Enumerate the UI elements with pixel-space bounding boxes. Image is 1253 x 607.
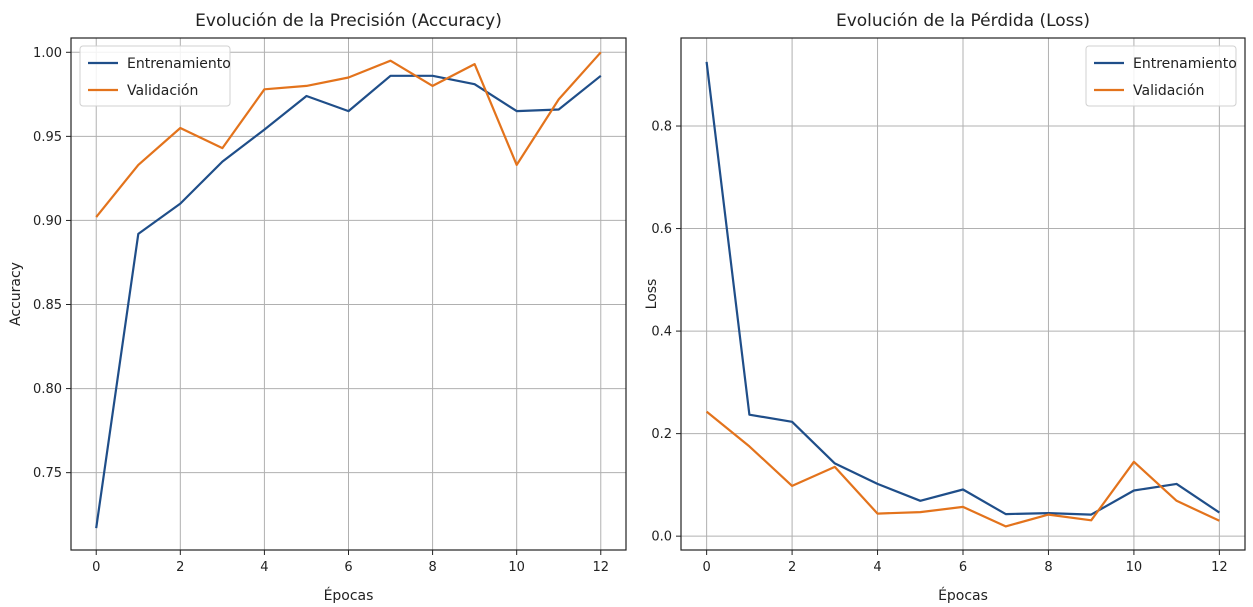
x-tick-label: 10	[508, 560, 525, 575]
y-axis-label: Accuracy	[8, 262, 24, 326]
series-line-validacion	[705, 410, 1220, 528]
x-tick-label: 2	[788, 560, 796, 575]
x-tick-label: 0	[92, 560, 100, 575]
x-tick-label: 10	[1126, 560, 1143, 575]
y-tick-label: 0.95	[33, 130, 62, 145]
x-tick-label: 6	[959, 560, 967, 575]
y-tick-label: 0.0	[651, 530, 672, 545]
y-tick-label: 0.90	[33, 214, 62, 229]
legend-label: Entrenamiento	[1133, 56, 1237, 72]
x-tick-label: 4	[873, 560, 881, 575]
chart-title: Evolución de la Precisión (Accuracy)	[195, 11, 502, 31]
legend: Entrenamiento Validación	[1085, 45, 1237, 107]
y-tick-label: 0.85	[33, 298, 62, 313]
y-tick-label: 0.6	[651, 222, 672, 237]
chart-title: Evolución de la Pérdida (Loss)	[836, 11, 1090, 31]
legend-label: Validación	[1133, 83, 1204, 99]
y-tick-label: 0.80	[33, 382, 62, 397]
y-tick-label: 0.8	[651, 120, 672, 135]
x-tick-label: 12	[1211, 560, 1228, 575]
legend-label: Validación	[127, 83, 198, 99]
x-tick-label: 6	[344, 560, 352, 575]
accuracy-chart: 0 2 4 6 8 10 12 0.75 0.80 0.85 0.90 0.95 1.00 Evoluci…	[8, 11, 627, 604]
series-line-validacion	[95, 51, 602, 218]
series-line-entrenamiento	[95, 74, 602, 529]
x-axis-label: Épocas	[324, 587, 374, 604]
x-tick-label: 12	[592, 560, 609, 575]
x-tick-label: 8	[428, 560, 436, 575]
y-tick-label: 0.2	[651, 427, 672, 442]
y-tick-label: 0.75	[33, 466, 62, 481]
y-tick-label: 1.00	[33, 46, 62, 61]
legend: Entrenamiento Validación	[79, 45, 231, 107]
x-tick-label: 0	[702, 560, 710, 575]
x-tick-label: 4	[260, 560, 268, 575]
series-line-entrenamiento	[705, 61, 1221, 516]
x-tick-label: 2	[176, 560, 184, 575]
legend-label: Entrenamiento	[127, 56, 231, 72]
y-axis-label: Loss	[644, 279, 660, 310]
x-tick-label: 8	[1044, 560, 1052, 575]
loss-chart: 0 2 4 6 8 10 12 0.0 0.2 0.4 0.6 0.8 Evolución de la …	[644, 11, 1246, 604]
x-axis-label: Épocas	[938, 587, 988, 604]
y-tick-label: 0.4	[651, 325, 672, 340]
